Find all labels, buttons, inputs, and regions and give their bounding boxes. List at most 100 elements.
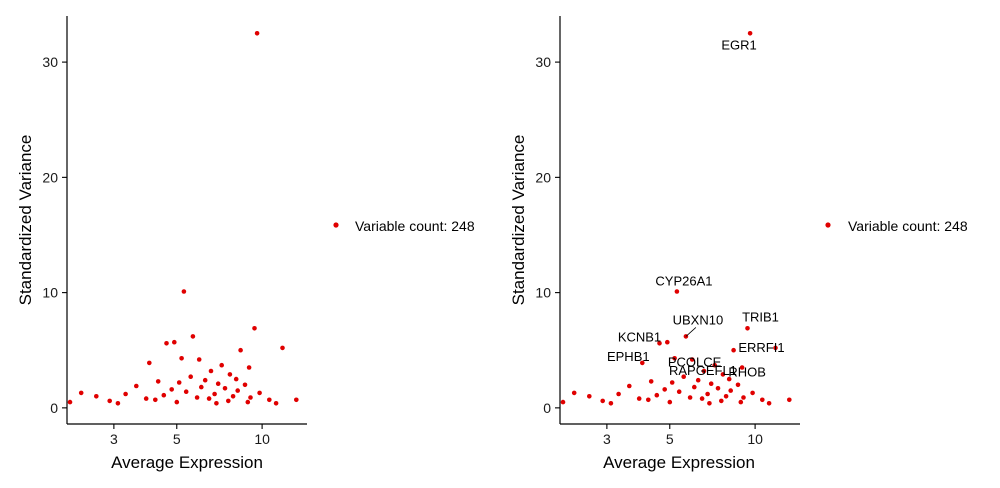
left-point bbox=[147, 360, 152, 366]
gene-label-rapgefl1: RAPGEFL1 bbox=[669, 363, 737, 378]
left-point bbox=[246, 365, 252, 370]
right-point bbox=[741, 395, 746, 400]
left-point bbox=[199, 384, 204, 390]
right-x-axis-title: Average Expression bbox=[603, 453, 755, 472]
right-point bbox=[654, 392, 660, 398]
right-point bbox=[600, 398, 605, 404]
gene-label-leader bbox=[685, 327, 697, 337]
right-x-tick-label: 10 bbox=[747, 431, 763, 447]
right-point bbox=[648, 379, 654, 384]
gene-label-rhob: RHOB bbox=[728, 365, 766, 380]
gene-label-egr1: EGR1 bbox=[721, 37, 756, 52]
left-x-axis-title: Average Expression bbox=[111, 453, 263, 472]
left-point bbox=[164, 341, 169, 346]
left-point bbox=[153, 397, 158, 403]
left-point bbox=[194, 395, 200, 400]
right-point bbox=[728, 388, 733, 393]
right-point bbox=[627, 383, 632, 389]
right-y-tick-label: 10 bbox=[535, 285, 551, 301]
left-point bbox=[115, 401, 121, 406]
right-point bbox=[657, 341, 662, 346]
left-point bbox=[143, 396, 149, 401]
left-point bbox=[257, 390, 262, 396]
left-points bbox=[67, 31, 299, 406]
left-point bbox=[254, 31, 260, 36]
right-point bbox=[719, 398, 724, 404]
right-point bbox=[708, 381, 714, 387]
right-point bbox=[766, 401, 772, 406]
right-point bbox=[676, 389, 682, 395]
right-point bbox=[760, 397, 765, 403]
right-point bbox=[681, 374, 686, 380]
left-legend-key bbox=[333, 222, 339, 228]
left-point bbox=[252, 326, 257, 331]
left-point bbox=[172, 339, 177, 345]
left-point bbox=[214, 401, 219, 406]
right-point bbox=[587, 394, 592, 399]
left-point bbox=[227, 372, 233, 377]
left-x-tick-label: 10 bbox=[254, 431, 270, 447]
right-point bbox=[787, 397, 792, 403]
right-point bbox=[773, 345, 778, 351]
left-x-tick-label: 5 bbox=[173, 431, 181, 447]
gene-label-cyp26a1: CYP26A1 bbox=[655, 273, 712, 288]
right-x-tick-label: 5 bbox=[666, 431, 674, 447]
left-point bbox=[183, 389, 189, 395]
left-y-axis-title: Standardized Variance bbox=[16, 135, 35, 306]
right-gene-labels: EGR1 CYP26A1 UBXN10 TRIB1 KCNB1 PCOLCE ERRFI1 E… bbox=[607, 37, 785, 379]
right-point bbox=[646, 397, 651, 403]
right-point bbox=[750, 390, 755, 396]
right-points bbox=[560, 31, 792, 406]
right-y-tick-label: 30 bbox=[535, 54, 551, 70]
left-point bbox=[188, 374, 193, 380]
left-y-tick-label: 30 bbox=[42, 54, 58, 70]
right-point bbox=[747, 31, 753, 36]
right-legend-label: Variable count: 248 bbox=[848, 218, 968, 234]
left-point bbox=[212, 391, 217, 397]
left-point bbox=[280, 345, 285, 351]
right-legend: Variable count: 248 bbox=[825, 218, 968, 234]
right-y-tick-label: 20 bbox=[535, 169, 551, 185]
left-point bbox=[238, 347, 243, 353]
right-point bbox=[726, 376, 732, 382]
right-panel: 0 10 20 30 3 5 10 EGR1 CYP26A1 UBXN10 TRIB1 KCNB1… bbox=[509, 16, 968, 472]
right-y-ticks: 0 10 20 30 bbox=[535, 54, 560, 416]
right-point bbox=[707, 401, 712, 406]
left-point bbox=[67, 399, 73, 405]
right-x-ticks: 3 5 10 bbox=[603, 424, 763, 447]
left-point bbox=[235, 388, 240, 393]
left-point bbox=[134, 383, 139, 389]
left-point bbox=[267, 397, 272, 403]
left-legend-label: Variable count: 248 bbox=[355, 218, 475, 234]
right-point bbox=[712, 362, 717, 368]
right-point bbox=[571, 390, 577, 396]
right-point bbox=[608, 401, 614, 406]
right-point bbox=[665, 339, 670, 345]
right-point bbox=[667, 399, 673, 405]
right-point bbox=[739, 365, 745, 370]
right-point bbox=[640, 360, 645, 366]
right-point bbox=[672, 356, 677, 361]
left-point bbox=[181, 289, 187, 294]
right-point bbox=[636, 396, 642, 401]
right-point bbox=[701, 368, 707, 374]
left-legend: Variable count: 248 bbox=[333, 218, 475, 234]
left-x-tick-label: 3 bbox=[110, 431, 118, 447]
left-point bbox=[222, 386, 228, 391]
left-point bbox=[206, 396, 212, 401]
left-point bbox=[273, 401, 279, 406]
left-y-tick-label: 20 bbox=[42, 169, 58, 185]
right-point bbox=[674, 289, 680, 294]
right-point bbox=[560, 399, 566, 405]
left-point bbox=[123, 391, 128, 397]
left-point bbox=[208, 368, 214, 374]
left-point bbox=[107, 398, 112, 404]
left-point bbox=[176, 380, 182, 385]
left-point bbox=[155, 379, 161, 384]
gene-label-ubxn10: UBXN10 bbox=[673, 312, 724, 327]
gene-label-kcnb1: KCNB1 bbox=[618, 329, 661, 344]
right-point bbox=[669, 380, 675, 385]
left-point bbox=[242, 382, 248, 388]
left-point bbox=[248, 395, 253, 400]
